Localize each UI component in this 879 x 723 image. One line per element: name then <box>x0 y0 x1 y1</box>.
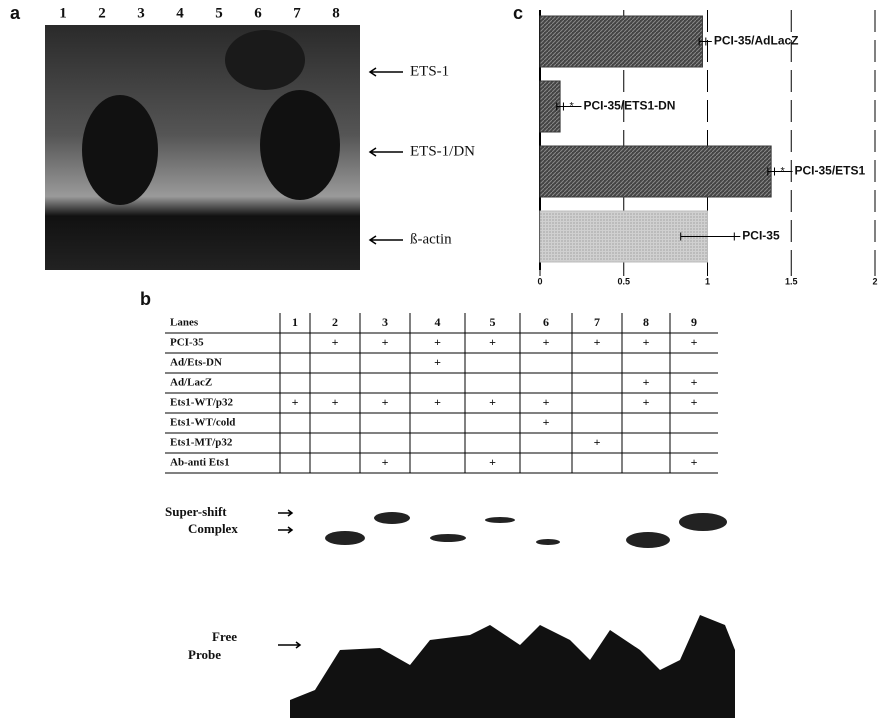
table-cell: 3 <box>382 315 388 329</box>
panel-label: a <box>10 3 21 23</box>
table-cell: + <box>594 435 601 449</box>
table-cell: 2 <box>332 315 338 329</box>
table-cell: + <box>434 395 441 409</box>
table-cell: 7 <box>594 315 600 329</box>
bar <box>539 145 772 198</box>
table-cell: + <box>543 335 550 349</box>
blot-band <box>225 30 305 90</box>
table-cell: + <box>489 395 496 409</box>
blot-band <box>260 90 340 200</box>
lane-number: 1 <box>59 5 67 21</box>
x-tick-label: 0 <box>537 276 542 286</box>
table-cell: + <box>691 375 698 389</box>
bar-label: PCI-35/ETS1 <box>795 164 866 178</box>
bar-label: PCI-35 <box>742 229 780 243</box>
lane-number: 8 <box>332 5 340 21</box>
x-tick-label: 1 <box>705 276 710 286</box>
table-cell: 4 <box>435 315 441 329</box>
table-cell: + <box>691 335 698 349</box>
table-cell: + <box>382 335 389 349</box>
lane-number: 7 <box>293 5 301 21</box>
table-cell: + <box>691 395 698 409</box>
table-cell: + <box>382 455 389 469</box>
lane-number: 4 <box>176 5 184 21</box>
table-cell: + <box>643 375 650 389</box>
table-cell: 1 <box>292 315 298 329</box>
table-cell: + <box>382 395 389 409</box>
table-cell: + <box>489 335 496 349</box>
row-label: Ad/LacZ <box>170 377 212 389</box>
table-cell: 5 <box>490 315 496 329</box>
table-cell: + <box>332 395 339 409</box>
lane-number: 6 <box>254 5 262 21</box>
table-cell: + <box>543 395 550 409</box>
row-label: Ets1-MT/p32 <box>170 437 233 449</box>
lane-number: 3 <box>137 5 145 21</box>
table-cell: + <box>543 415 550 429</box>
arrows <box>278 67 403 649</box>
blot-band <box>82 95 158 205</box>
table-cell: + <box>292 395 299 409</box>
row-label: Lanes <box>170 317 199 329</box>
table-cell: + <box>332 335 339 349</box>
panel-label: c <box>513 3 523 23</box>
lane-number: 5 <box>215 5 223 21</box>
row-label: Ad/Ets-DN <box>170 357 222 369</box>
band-label: ETS-1/DN <box>410 143 475 159</box>
gel-label: Complex <box>188 521 238 536</box>
table-cell: 6 <box>543 315 549 329</box>
bar <box>539 210 708 263</box>
gel-label: Probe <box>188 647 221 662</box>
row-label: Ets1-WT/cold <box>170 417 235 429</box>
lane-number: 2 <box>98 5 106 21</box>
gel-label: Free <box>212 629 237 644</box>
table-cell: + <box>691 455 698 469</box>
table-cell: 8 <box>643 315 649 329</box>
table-cell: + <box>434 355 441 369</box>
x-tick-label: 2 <box>872 276 877 286</box>
band-label: ETS-1 <box>410 63 449 79</box>
table-cell: + <box>643 395 650 409</box>
row-label: Ets1-WT/p32 <box>170 397 233 409</box>
row-label: Ab-anti Ets1 <box>170 457 230 469</box>
free-probe-band <box>290 615 735 718</box>
table-cell: 9 <box>691 315 697 329</box>
table-cell: + <box>643 335 650 349</box>
table-cell: + <box>489 455 496 469</box>
panel-label: b <box>140 289 151 309</box>
bar-label: PCI-35/AdLacZ <box>714 34 799 48</box>
bar <box>539 15 703 68</box>
gel-label: Super-shift <box>165 504 227 519</box>
x-tick-label: 0.5 <box>617 276 630 286</box>
bar-label: PCI-35/ETS1-DN <box>583 99 675 113</box>
band-label: ß-actin <box>410 231 452 247</box>
x-tick-label: 1.5 <box>785 276 798 286</box>
gel-bands <box>325 512 727 548</box>
row-label: PCI-35 <box>170 337 204 349</box>
table-cell: + <box>594 335 601 349</box>
table-cell: + <box>434 335 441 349</box>
